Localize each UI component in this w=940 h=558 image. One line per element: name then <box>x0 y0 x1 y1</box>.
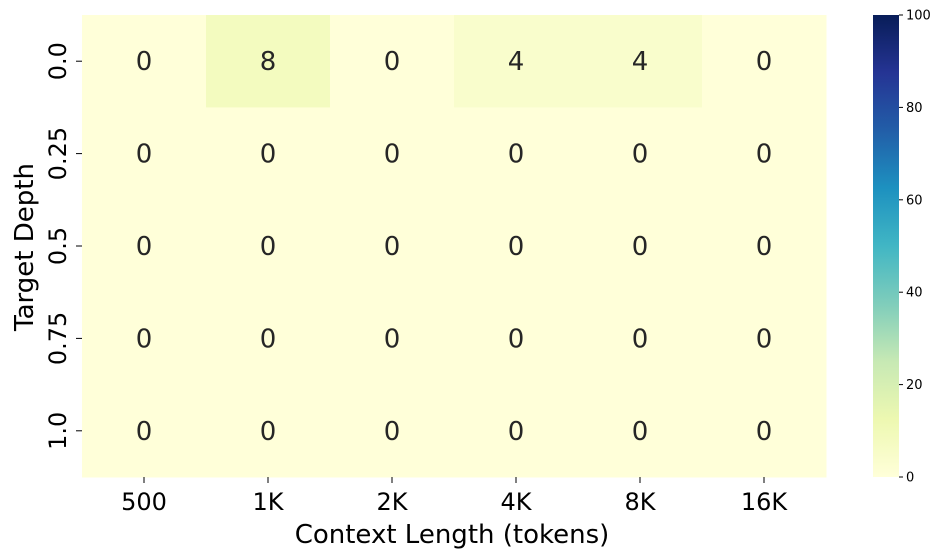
cell-value-label: 0 <box>260 324 277 354</box>
heatmap-cell <box>454 15 579 108</box>
y-tick-label: 1.0 <box>44 412 72 450</box>
heatmap-cell <box>82 292 207 386</box>
x-tick-label: 16K <box>741 488 789 516</box>
heatmap-cell <box>206 107 331 201</box>
cell-value-label: 0 <box>632 324 649 354</box>
cell-value-label: 4 <box>508 47 525 77</box>
heatmap-cell <box>330 15 455 108</box>
y-tick-label: 0.25 <box>44 127 72 180</box>
colorbar-tick-label: 100 <box>906 9 931 24</box>
cell-value-label: 4 <box>632 47 649 77</box>
heatmap-cell <box>82 384 207 478</box>
x-axis-ticks: 500 1K 2K 4K 8K 16K <box>121 477 788 516</box>
cell-value-label: 0 <box>756 47 773 77</box>
heatmap-cell <box>82 199 207 293</box>
heatmap-cell <box>454 107 579 201</box>
heatmap-cell <box>578 384 703 478</box>
heatmap-cell <box>578 292 703 386</box>
heatmap-cell <box>454 292 579 386</box>
colorbar-tick-label: 80 <box>906 101 923 116</box>
heatmap-cell <box>206 15 331 108</box>
heatmap-cell <box>206 199 331 293</box>
heatmap-cell <box>702 384 827 478</box>
colorbar-ticks: 0 20 40 60 80 100 <box>899 9 931 486</box>
cell-value-label: 0 <box>260 140 277 170</box>
y-tick-label: 0.75 <box>44 312 72 365</box>
heatmap-cell <box>206 292 331 386</box>
x-tick-label: 8K <box>624 488 656 516</box>
cell-value-label: 0 <box>384 417 401 447</box>
heatmap-cell <box>578 15 703 108</box>
heatmap-cell <box>702 107 827 201</box>
cell-value-label: 0 <box>508 232 525 262</box>
heatmap-cell <box>206 384 331 478</box>
heatmap-cell <box>578 107 703 201</box>
cell-value-label: 0 <box>508 417 525 447</box>
cell-value-label: 0 <box>384 47 401 77</box>
heatmap-cell <box>578 199 703 293</box>
cell-value-label: 0 <box>632 140 649 170</box>
x-tick-label: 2K <box>376 488 408 516</box>
colorbar-tick-label: 60 <box>906 193 923 208</box>
cell-value-label: 0 <box>384 232 401 262</box>
heatmap-cell <box>330 384 455 478</box>
cell-value-label: 0 <box>508 324 525 354</box>
cell-value-label: 0 <box>260 232 277 262</box>
heatmap-cell-labels: 0 8 0 4 4 0 0 0 0 0 0 0 0 0 0 0 0 0 0 0 0 0 0 0 0 0 0 0 0 0 <box>136 47 773 447</box>
heatmap-cell <box>702 292 827 386</box>
cell-value-label: 0 <box>756 324 773 354</box>
colorbar-tick-label: 20 <box>906 378 923 393</box>
heatmap-cell <box>702 15 827 108</box>
heatmap-cell <box>82 15 207 108</box>
heatmap-cell <box>454 384 579 478</box>
colorbar-tick-label: 40 <box>906 286 923 301</box>
cell-value-label: 0 <box>384 140 401 170</box>
y-axis-label: Target Depth <box>10 163 40 332</box>
x-tick-label: 500 <box>121 488 167 516</box>
heatmap-cell <box>330 199 455 293</box>
heatmap-cell <box>330 292 455 386</box>
heatmap-cell <box>454 199 579 293</box>
heatmap-cell <box>330 107 455 201</box>
cell-value-label: 0 <box>756 232 773 262</box>
cell-value-label: 0 <box>260 417 277 447</box>
cell-value-label: 0 <box>756 140 773 170</box>
cell-value-label: 0 <box>384 324 401 354</box>
y-tick-label: 0.5 <box>44 227 72 265</box>
cell-value-label: 0 <box>632 232 649 262</box>
heatmap-cell <box>702 199 827 293</box>
cell-value-label: 0 <box>136 140 153 170</box>
y-axis-ticks: 0.0 0.25 0.5 0.75 1.0 <box>44 42 82 450</box>
cell-value-label: 0 <box>756 417 773 447</box>
colorbar-tick-label: 0 <box>906 471 914 486</box>
x-tick-label: 4K <box>500 488 532 516</box>
cell-value-label: 0 <box>136 232 153 262</box>
cell-value-label: 0 <box>136 417 153 447</box>
cell-value-label: 0 <box>136 324 153 354</box>
cell-value-label: 8 <box>260 47 277 77</box>
cell-value-label: 0 <box>136 47 153 77</box>
cell-value-label: 0 <box>508 140 525 170</box>
x-axis-label: Context Length (tokens) <box>295 520 610 550</box>
x-tick-label: 1K <box>252 488 284 516</box>
colorbar <box>873 15 899 477</box>
cell-value-label: 0 <box>632 417 649 447</box>
y-tick-label: 0.0 <box>44 42 72 80</box>
heatmap-cells <box>82 15 827 478</box>
heatmap-cell <box>82 107 207 201</box>
